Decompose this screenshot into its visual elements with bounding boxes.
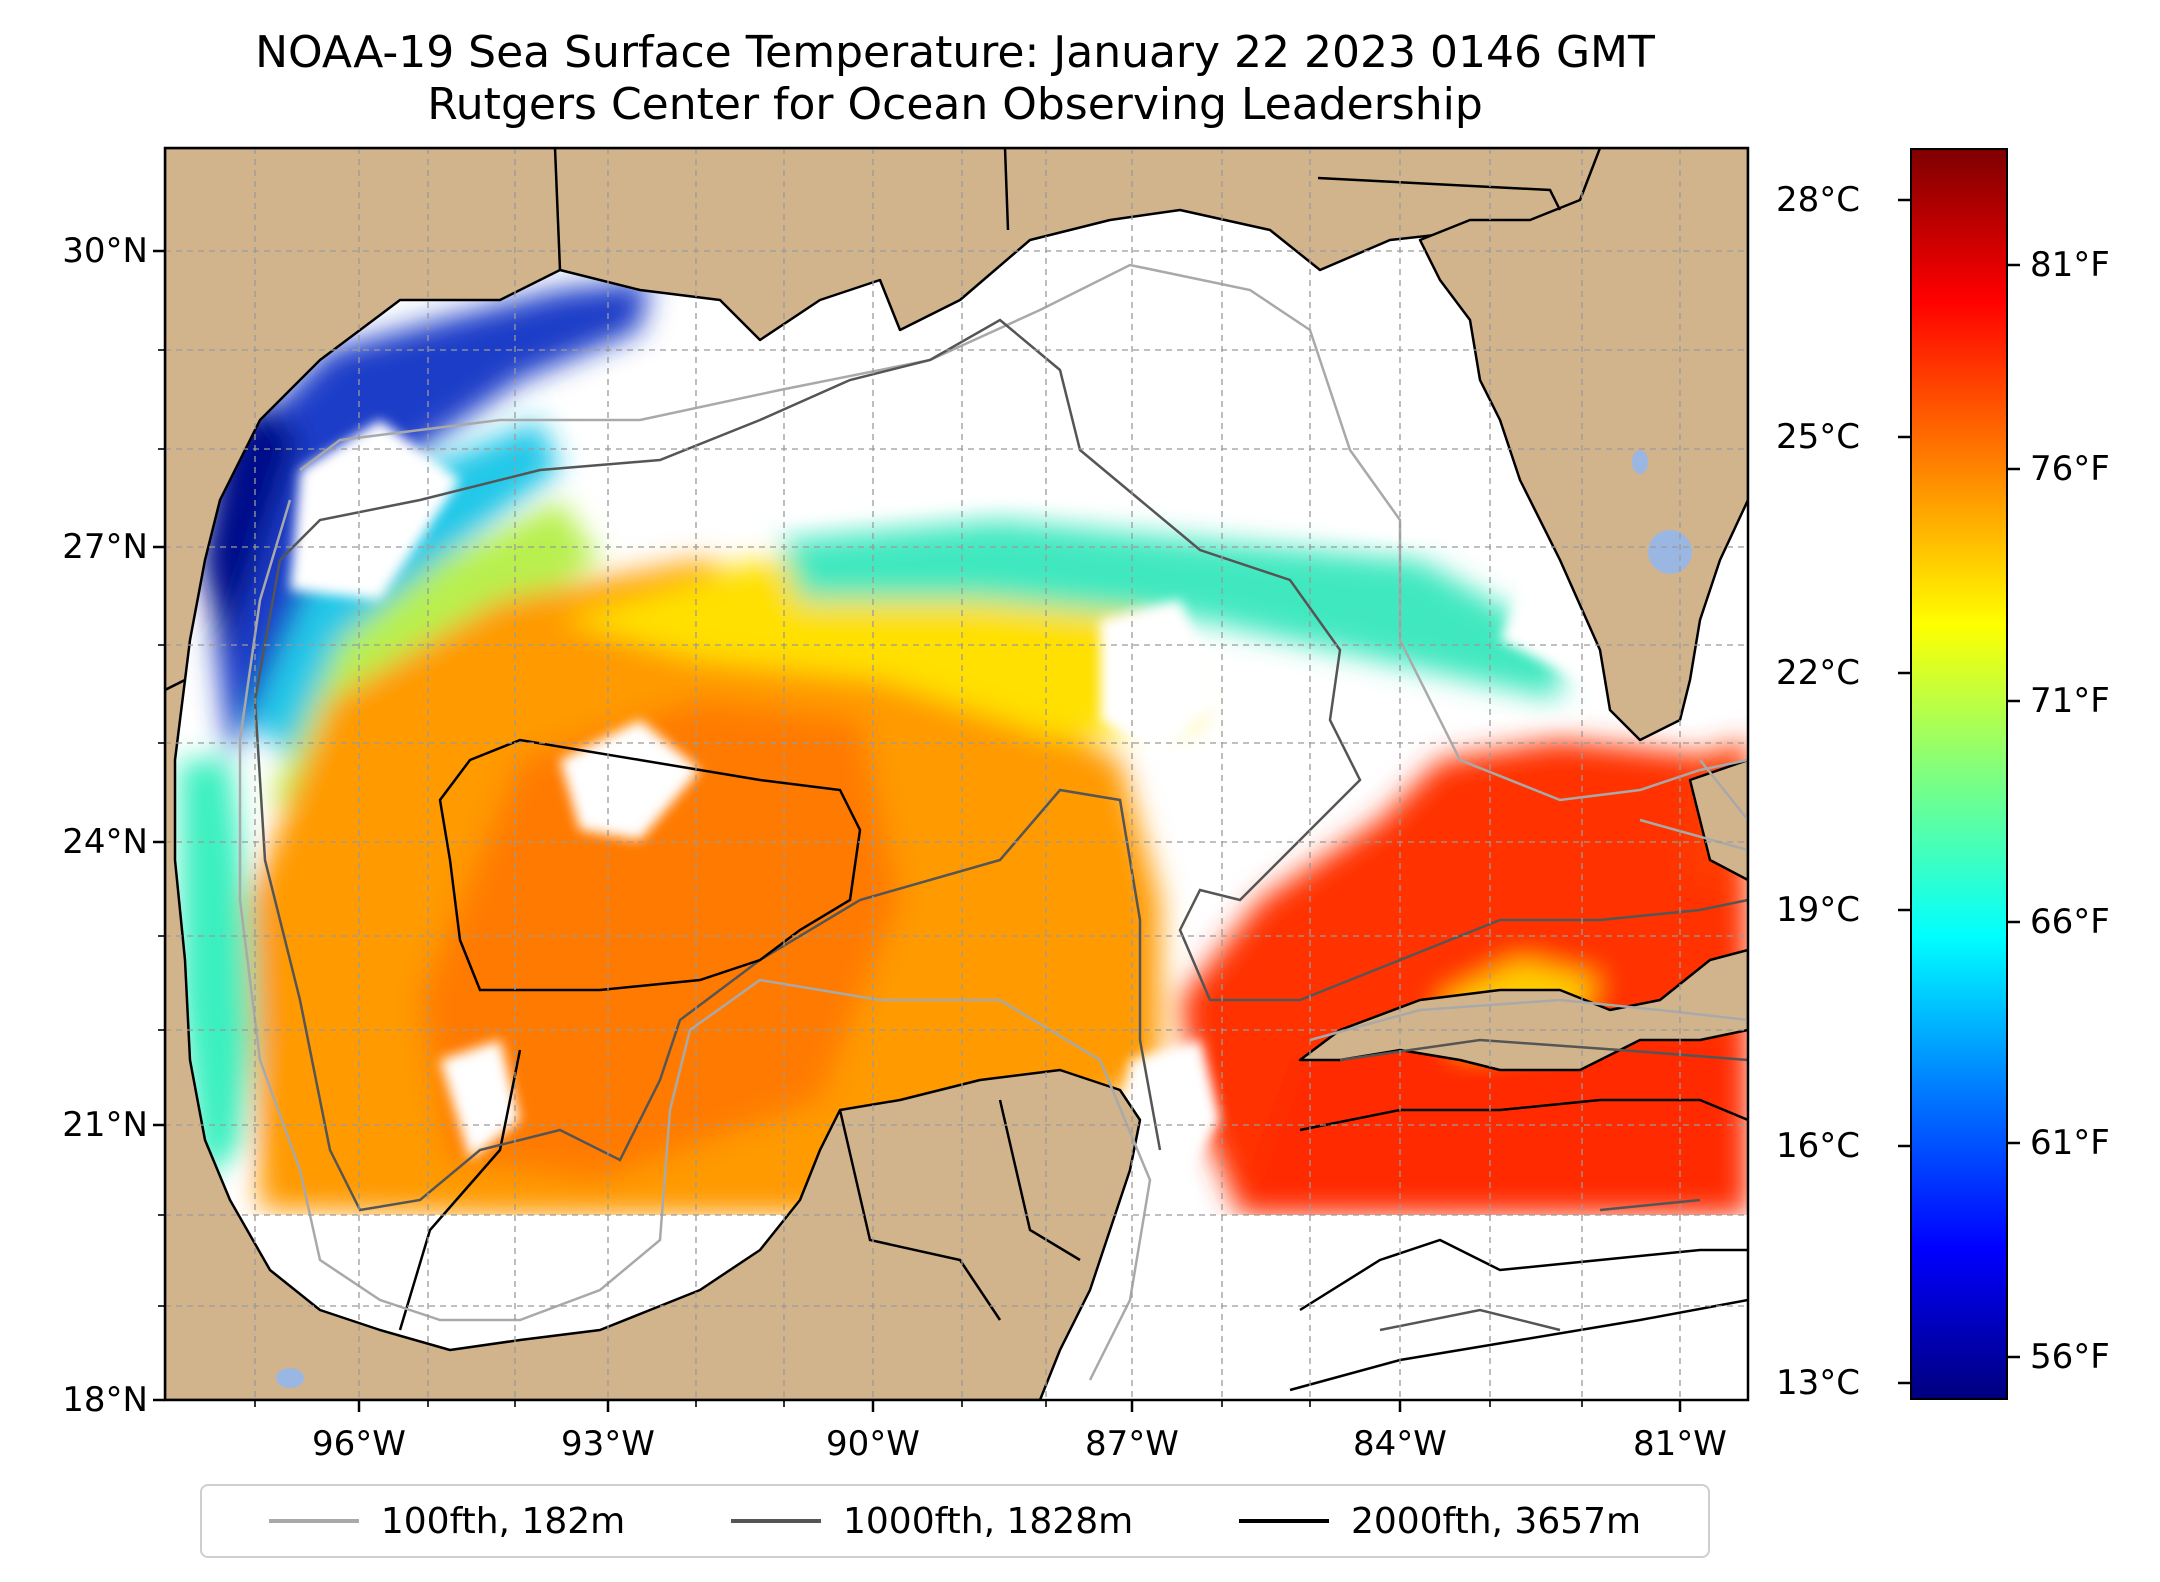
sst-cold-shelf <box>215 280 650 760</box>
lat-label-30n: 30°N <box>62 231 148 271</box>
colorbar-label-61f: 61°F <box>2030 1123 2110 1163</box>
lon-label-96w: 96°W <box>312 1424 406 1464</box>
map-frame <box>163 146 1750 1402</box>
lon-label-87w: 87°W <box>1085 1424 1179 1464</box>
border-mexico-guatemala <box>838 1109 1002 1321</box>
map-title: NOAA-19 Sea Surface Temperature: January… <box>255 27 1655 78</box>
lon-label-84w: 84°W <box>1353 1424 1447 1464</box>
colorbar-label-13c: 13°C <box>1776 1363 1861 1403</box>
colorbar-ticks <box>1898 198 2020 1385</box>
colorbar-label-16c: 16°C <box>1776 1126 1861 1166</box>
cloud-west-central <box>560 720 700 840</box>
land-cuba <box>1298 948 1748 1072</box>
state-border-mexico <box>398 1049 522 1331</box>
legend-item-2000fth: 2000fth, 3657m <box>1238 1500 1642 1542</box>
legend-item-1000fth: 1000fth, 1828m <box>731 1501 1133 1542</box>
colorbar-label-22c: 22°C <box>1776 653 1861 693</box>
contour-1000fth-caribbean <box>1339 1038 1748 1332</box>
cloud-north-gaps <box>1100 600 1220 760</box>
state-border-fl-ga <box>1317 176 1562 211</box>
contour-100fth <box>299 263 1748 802</box>
colorbar-label-56f: 56°F <box>2030 1337 2110 1377</box>
colorbar-label-19c: 19°C <box>1776 890 1861 930</box>
lat-label-18n: 18°N <box>62 1380 148 1420</box>
lat-label-24n: 24°N <box>62 822 148 862</box>
sst-hot-yucatan <box>1240 1030 1748 1215</box>
sst-warm-orange-core <box>420 700 900 1180</box>
land-bahamas <box>1688 758 1748 882</box>
cloud-mexico-coast <box>440 1040 520 1160</box>
colorbar-label-76f: 76°F <box>2030 449 2110 489</box>
contour-2000fth-caribbean <box>1289 1098 1748 1392</box>
temperature-colorbar <box>1910 148 2008 1400</box>
legend-swatch-2000fth <box>1238 1519 1329 1523</box>
lon-label-93w: 93°W <box>561 1424 655 1464</box>
colorbar-label-66f: 66°F <box>2030 902 2110 942</box>
colorbar-label-25c: 25°C <box>1776 417 1861 457</box>
cloud-yucatan-channel <box>1110 1040 1220 1215</box>
map-subtitle: Rutgers Center for Ocean Observing Leade… <box>427 79 1483 130</box>
inland-lake-texas <box>276 1368 304 1388</box>
state-border-al-ms <box>1003 148 1010 231</box>
inland-lake-florida <box>1632 450 1648 474</box>
land-mexico-west <box>165 678 1142 1400</box>
colorbar-label-71f: 71°F <box>2030 681 2110 721</box>
legend-label-1000fth: 1000fth, 1828m <box>843 1500 1134 1542</box>
contour-2000fth <box>438 738 862 992</box>
legend-swatch-1000fth <box>731 1519 821 1523</box>
map-axis-minor-ticks <box>158 349 1583 1407</box>
legend-swatch-100fth <box>268 1519 359 1523</box>
legend-label-2000fth: 2000fth, 3657m <box>1350 1500 1642 1542</box>
map-axis-ticks <box>153 249 1682 1412</box>
colorbar-label-81f: 81°F <box>2030 245 2110 285</box>
contour-100fth-cuba <box>1309 759 1748 1042</box>
contour-1000fth <box>279 318 1748 1002</box>
lon-label-81w: 81°W <box>1633 1424 1727 1464</box>
contour-1000fth-west <box>253 559 1162 1212</box>
state-border-yucatan <box>998 1099 1081 1262</box>
legend-label-100fth: 100fth, 182m <box>380 1500 626 1542</box>
lon-label-90w: 90°W <box>826 1424 920 1464</box>
legend-item-100fth: 100fth, 182m <box>268 1500 626 1542</box>
contour-100fth-west <box>238 499 1152 1381</box>
land-florida <box>1418 148 1748 742</box>
lat-label-21n: 21°N <box>62 1105 148 1145</box>
bathymetry-legend: 100fth, 182m 1000fth, 1828m 2000fth, 365… <box>200 1484 1710 1558</box>
lat-label-27n: 27°N <box>62 527 148 567</box>
colorbar-label-28c: 28°C <box>1776 180 1861 220</box>
state-border-la-tx <box>553 148 562 271</box>
lake-okeechobee <box>1648 530 1692 574</box>
